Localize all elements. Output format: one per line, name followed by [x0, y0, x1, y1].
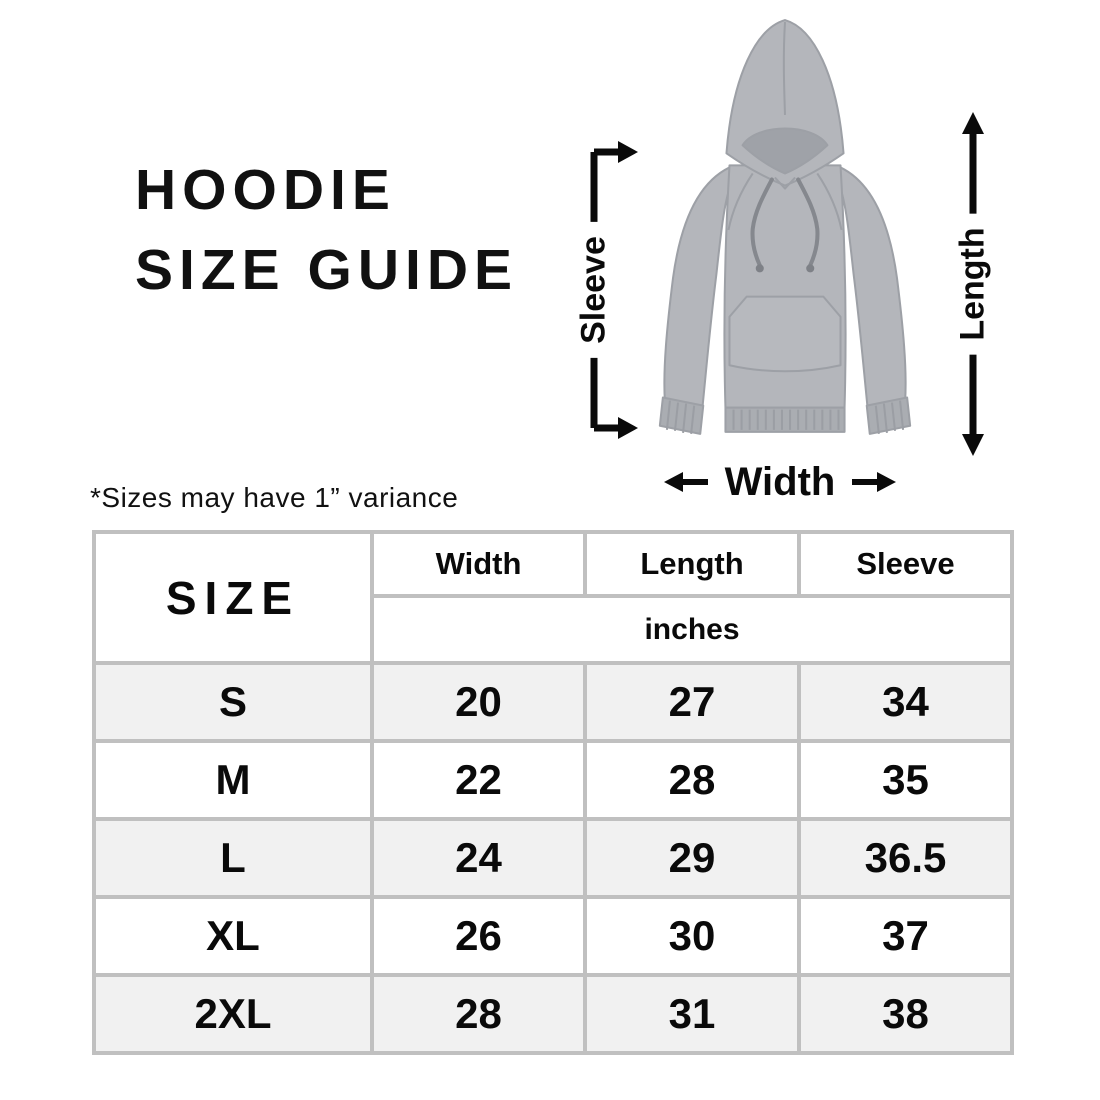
table-row-2xl: 2XL 28 31 38: [92, 973, 1014, 1055]
size-cell: 2XL: [92, 973, 374, 1055]
width-cell: 22: [370, 739, 587, 821]
sleeve-measure-annotation: Sleeve: [560, 136, 644, 444]
length-cell: 30: [583, 895, 801, 977]
table-row-l: L 24 29 36.5: [92, 817, 1014, 899]
table-row-xl: XL 26 30 37: [92, 895, 1014, 977]
table-unit-row: inches: [94, 594, 1014, 665]
sleeve-cell: 34: [797, 661, 1014, 743]
unit-header: inches: [370, 594, 1014, 665]
width-column-header: Width: [370, 530, 587, 598]
length-cell: 29: [583, 817, 801, 899]
page-title-line2: SIZE GUIDE: [135, 238, 519, 302]
width-arrow-right-icon: [852, 472, 897, 492]
sleeve-label: Sleeve: [574, 222, 614, 358]
length-cell: 31: [583, 973, 801, 1055]
width-cell: 24: [370, 817, 587, 899]
page-title-line1: HOODIE: [135, 158, 396, 222]
length-cell: 27: [583, 661, 801, 743]
length-cell: 28: [583, 739, 801, 821]
width-cell: 20: [370, 661, 587, 743]
size-cell: XL: [92, 895, 374, 977]
width-cell: 26: [370, 895, 587, 977]
table-row-m: M 22 28 35: [92, 739, 1014, 821]
page-title: HOODIE SIZE GUIDE: [135, 150, 518, 310]
width-label: Width: [724, 459, 836, 504]
length-measure-annotation: Length: [938, 110, 1010, 458]
sleeve-cell: 37: [797, 895, 1014, 977]
table-row-s: S 20 27 34: [92, 661, 1014, 743]
size-column-header: SIZE: [92, 530, 374, 665]
size-cell: M: [92, 739, 374, 821]
length-column-header: Length: [583, 530, 801, 598]
sleeve-column-header: Sleeve: [797, 530, 1014, 598]
sleeve-cell: 36.5: [797, 817, 1014, 899]
size-cell: S: [92, 661, 374, 743]
length-label: Length: [953, 213, 993, 355]
width-cell: 28: [370, 973, 587, 1055]
sleeve-cell: 38: [797, 973, 1014, 1055]
width-measure-annotation: Width: [648, 458, 912, 506]
sleeve-cell: 35: [797, 739, 1014, 821]
table-header-row: SIZE Width Length Sleeve: [92, 530, 1014, 665]
hoodie-image: [658, 19, 912, 435]
variance-note: *Sizes may have 1” variance: [90, 482, 459, 513]
width-arrow-left-icon: [663, 472, 708, 492]
size-cell: L: [92, 817, 374, 899]
size-table: SIZE Width Length Sleeve inches S 20 27 …: [92, 530, 1014, 1055]
